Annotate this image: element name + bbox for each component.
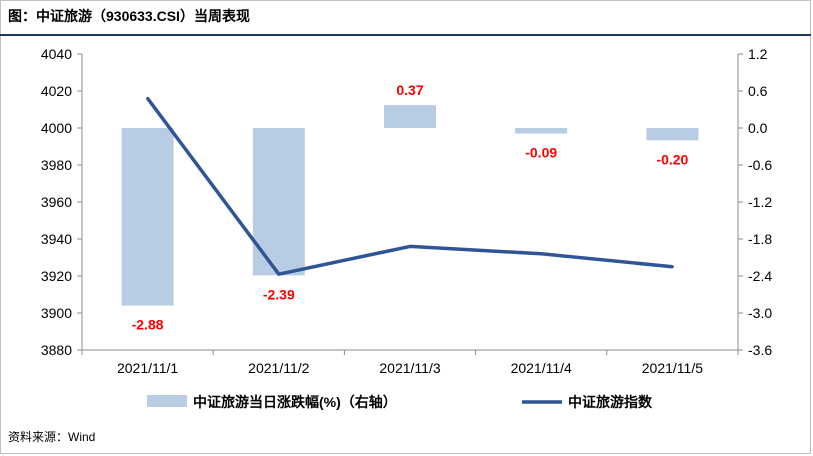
right-tick-label: 1.2: [748, 46, 768, 62]
bar-value-label: 0.37: [396, 82, 423, 98]
line-series: [146, 96, 674, 276]
source-note: 资料来源：Wind: [8, 430, 96, 444]
right-tick-label: -3.0: [748, 305, 772, 321]
left-tick-label: 4000: [41, 120, 72, 136]
bar: [384, 105, 436, 128]
left-tick-label: 4020: [41, 83, 72, 99]
bar-value-label: -2.39: [263, 286, 295, 302]
x-tick-label: 2021/11/3: [379, 360, 440, 376]
right-tick-label: -1.8: [748, 231, 772, 247]
bar: [515, 128, 568, 134]
left-tick-label: 3940: [41, 231, 72, 247]
data-labels: -2.88 -2.39 0.37 -0.09 -0.20: [132, 82, 689, 332]
bar-value-label: -0.20: [656, 151, 688, 167]
left-tick-label: 4040: [41, 46, 72, 62]
line-point: [277, 272, 281, 276]
chart-axes: 3880 3900 3920 3940 3960 3980 4000 4020 4040 1.2 0…: [41, 46, 772, 376]
x-tick-label: 2021/11/4: [511, 360, 572, 376]
left-tick-label: 3980: [41, 157, 72, 173]
bar-series: [121, 105, 699, 306]
x-tick-label: 2021/11/2: [248, 360, 309, 376]
title-bar: 图：中证旅游（930633.CSI）当周表现: [0, 0, 811, 36]
bar: [121, 128, 174, 306]
right-tick-label: -1.2: [748, 194, 772, 210]
left-tick-label: 3920: [41, 268, 72, 284]
legend: 中证旅游当日涨跌幅(%)（右轴） 中证旅游指数: [147, 394, 653, 410]
chart-title: 图：中证旅游（930633.CSI）当周表现: [8, 8, 250, 24]
legend-bar-label: 中证旅游当日涨跌幅(%)（右轴）: [193, 394, 397, 410]
bar: [252, 128, 305, 276]
right-tick-label: -2.4: [748, 268, 772, 284]
line-point: [539, 252, 543, 256]
legend-line-label: 中证旅游指数: [568, 394, 653, 410]
left-tick-label: 3960: [41, 194, 72, 210]
x-tick-label: 2021/11/1: [117, 360, 178, 376]
bar-value-label: -2.88: [132, 317, 164, 333]
left-tick-label: 3900: [41, 305, 72, 321]
right-tick-label: 0.0: [748, 120, 768, 136]
line-point: [408, 244, 412, 248]
x-tick-label: 2021/11/5: [642, 360, 703, 376]
right-tick-label: -0.6: [748, 157, 772, 173]
left-tick-label: 3880: [41, 342, 72, 358]
title-rule: [0, 34, 811, 36]
line-point: [670, 265, 674, 269]
bar-value-label: -0.09: [525, 145, 557, 161]
bar: [646, 128, 699, 141]
legend-bar-swatch: [147, 395, 187, 407]
right-tick-label: 0.6: [748, 83, 768, 99]
line-point: [146, 96, 150, 100]
right-tick-label: -3.6: [748, 342, 772, 358]
